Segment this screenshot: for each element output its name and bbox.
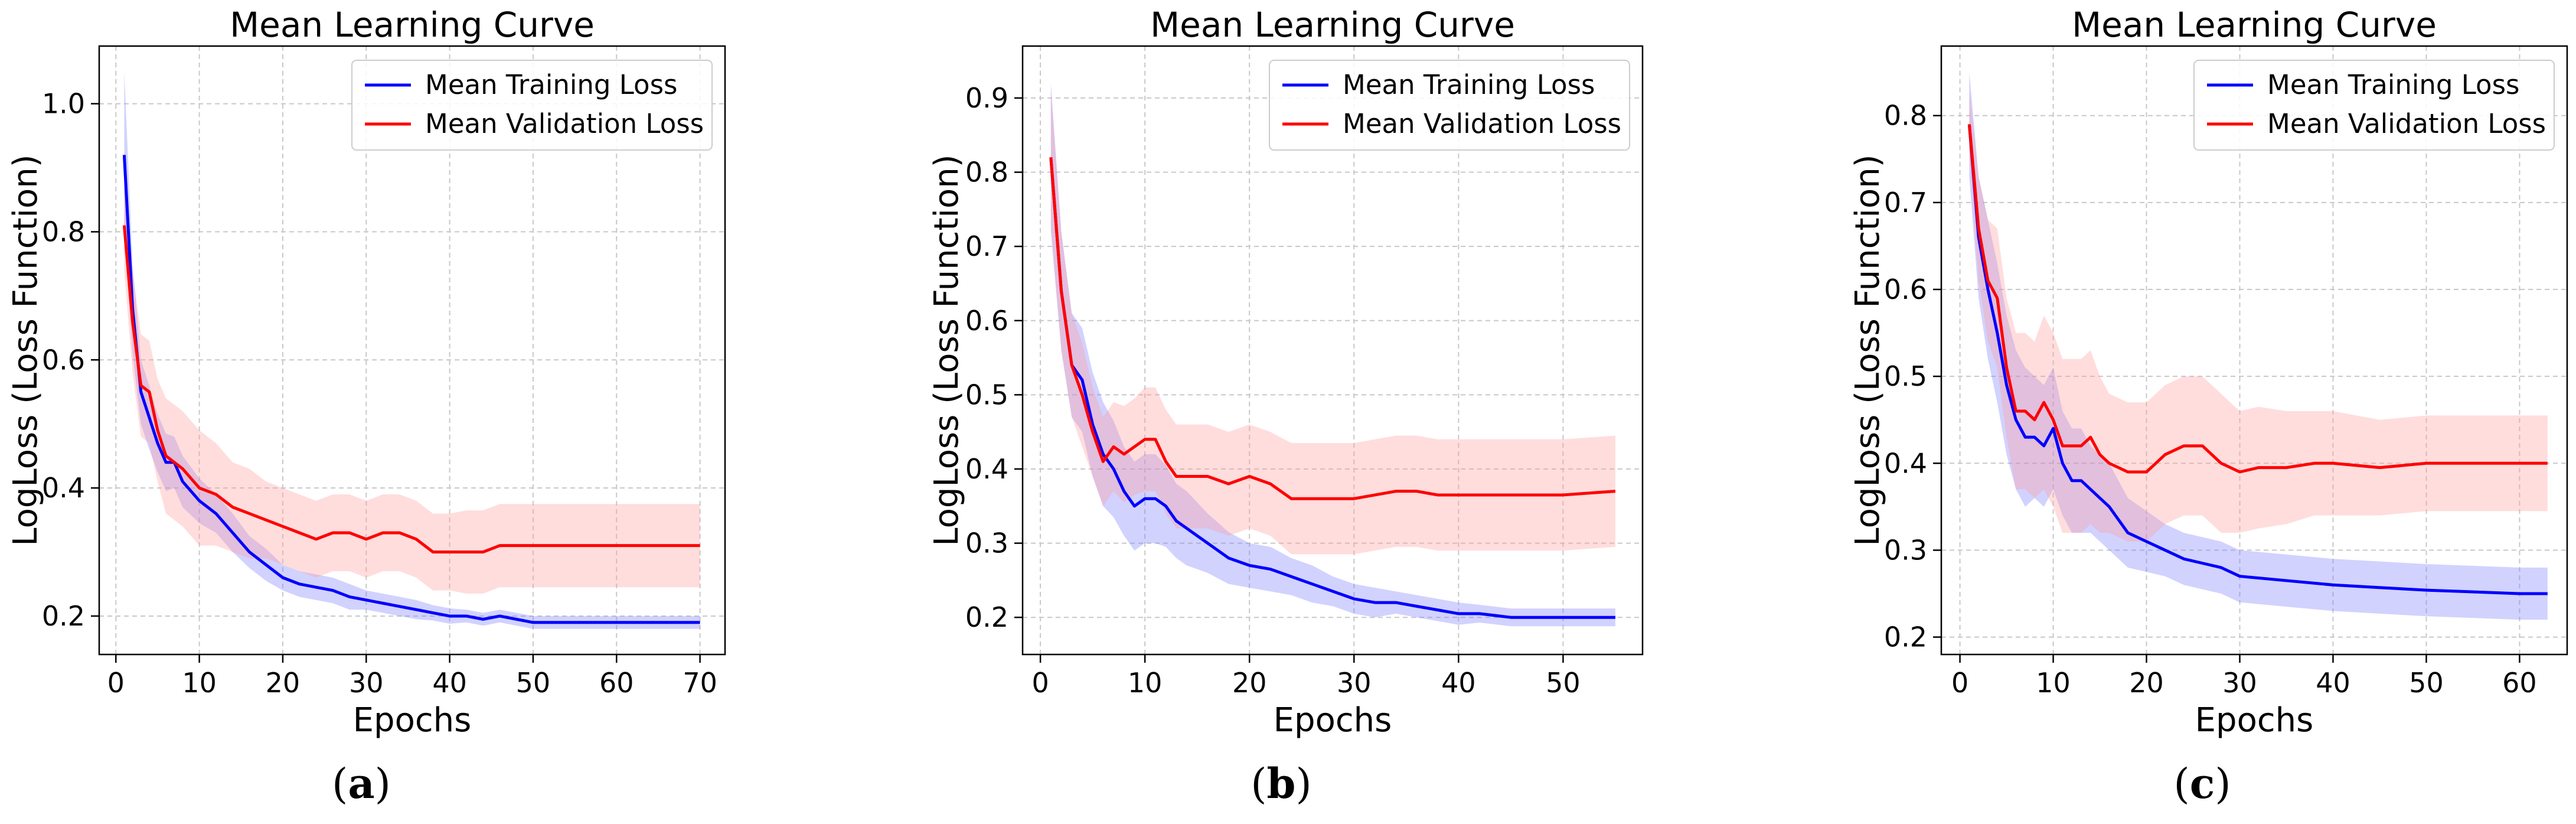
y-tick-label: 0.2 <box>965 601 1008 633</box>
x-tick-label: 20 <box>266 667 301 699</box>
x-tick-label: 20 <box>2129 667 2164 699</box>
plot-frame <box>98 45 726 656</box>
y-tick-label: 0.7 <box>1884 187 1927 219</box>
legend-label-validation: Mean Validation Loss <box>2267 108 2546 139</box>
validation-loss-line <box>1049 157 1616 500</box>
y-tick-label: 0.3 <box>965 527 1008 559</box>
x-tick-label: 10 <box>1128 667 1163 699</box>
y-tick-label: 0.4 <box>1884 447 1927 479</box>
legend-box <box>351 60 713 151</box>
y-tick-label: 0.2 <box>42 600 85 632</box>
chart-title: Mean Learning Curve <box>230 5 595 45</box>
legend-label-training: Mean Training Loss <box>2267 69 2519 100</box>
y-axis-label: LogLoss (Loss Function) <box>6 154 45 546</box>
training-loss-line <box>1967 124 2548 595</box>
plot-area <box>122 71 700 629</box>
validation-loss-band <box>124 180 700 594</box>
legend: Mean Training Loss Mean Validation Loss <box>1269 60 1630 151</box>
y-tick-label: 0.2 <box>1884 621 1927 653</box>
legend-label-training: Mean Training Loss <box>425 69 677 100</box>
panel-label-c-text: c <box>2189 759 2215 808</box>
validation-loss-line <box>122 225 700 554</box>
panel-label-b: (b) <box>1251 759 1312 808</box>
x-tick-label: 60 <box>2502 667 2537 699</box>
y-tick-label: 0.9 <box>965 82 1008 114</box>
x-tick-label: 70 <box>683 667 717 699</box>
x-tick-label: 40 <box>1441 667 1476 699</box>
y-tick-label: 0.6 <box>1884 273 1927 305</box>
x-tick-label: 20 <box>1232 667 1267 699</box>
x-axis-label: Epochs <box>1274 701 1392 740</box>
y-tick-label: 0.4 <box>965 453 1008 485</box>
y-tick-label: 0.4 <box>42 472 85 504</box>
x-tick-label: 10 <box>2036 667 2071 699</box>
panel-label-c: (c) <box>2173 759 2231 808</box>
legend-box <box>2193 60 2555 151</box>
plot-frame <box>1021 45 1644 656</box>
x-tick-label: 10 <box>182 667 217 699</box>
x-tick-label: 40 <box>432 667 467 699</box>
x-tick-label: 50 <box>1546 667 1581 699</box>
chart-a-svg: 0 10 20 30 40 50 60 70 0.2 0.4 0.6 0.8 1.0 Mean Learn… <box>6 5 726 740</box>
y-tick-label: 0.6 <box>42 344 85 376</box>
y-tick-label: 0.5 <box>1884 360 1927 392</box>
panel-label-a-text: a <box>348 759 375 808</box>
y-tick-label: 0.7 <box>965 230 1008 262</box>
plot-area <box>1967 72 2548 620</box>
x-tick-label: 30 <box>2222 667 2257 699</box>
y-tick-label: 0.3 <box>1884 534 1927 566</box>
y-tick-label: 1.0 <box>42 88 85 120</box>
legend: Mean Training Loss Mean Validation Loss <box>2193 60 2555 151</box>
chart-c-svg: 0 10 20 30 40 50 60 0.2 0.3 0.4 0.5 0.6 0.7 0.8 Mean L… <box>1849 5 2568 740</box>
y-tick-label: 0.8 <box>965 157 1008 188</box>
training-loss-line <box>122 155 700 624</box>
legend: Mean Training Loss Mean Validation Loss <box>351 60 713 151</box>
x-axis-label: Epochs <box>353 701 472 740</box>
chart-panel-b: 0 10 20 30 40 50 0.2 0.3 0.4 0.5 0.6 0.7 0.8 0.9 Mean … <box>921 0 1689 824</box>
panel-label-a: (a) <box>332 759 391 808</box>
y-axis-label: LogLoss (Loss Function) <box>1849 154 1887 546</box>
chart-b-svg: 0 10 20 30 40 50 0.2 0.3 0.4 0.5 0.6 0.7 0.8 0.9 Mean … <box>928 5 1644 740</box>
training-loss-band <box>1969 72 2548 620</box>
chart-panel-a: 0 10 20 30 40 50 60 70 0.2 0.4 0.6 0.8 1.0 Mean Learn… <box>0 0 768 824</box>
x-axis-label: Epochs <box>2195 701 2314 740</box>
y-tick-label: 0.8 <box>42 216 85 247</box>
validation-loss-line <box>1967 124 2548 474</box>
legend-box <box>1269 60 1630 151</box>
x-tick-label: 50 <box>2409 667 2444 699</box>
x-tick-label: 0 <box>1031 667 1049 699</box>
y-tick-label: 0.6 <box>965 305 1008 337</box>
y-axis-label: LogLoss (Loss Function) <box>928 154 966 546</box>
panel-label-b-text: b <box>1266 759 1296 808</box>
x-tick-label: 30 <box>349 667 384 699</box>
legend-label-training: Mean Training Loss <box>1343 69 1595 100</box>
chart-panel-c: 0 10 20 30 40 50 60 0.2 0.3 0.4 0.5 0.6 0.7 0.8 Mean L… <box>1842 0 2576 824</box>
x-tick-label: 0 <box>1951 667 1968 699</box>
x-tick-label: 60 <box>599 667 634 699</box>
chart-title: Mean Learning Curve <box>1150 5 1515 45</box>
x-tick-label: 40 <box>2316 667 2350 699</box>
legend-label-validation: Mean Validation Loss <box>1343 108 1621 139</box>
y-tick-label: 0.5 <box>965 379 1008 411</box>
x-tick-label: 30 <box>1337 667 1372 699</box>
validation-loss-band <box>1050 90 1615 555</box>
x-tick-label: 0 <box>107 667 125 699</box>
chart-title: Mean Learning Curve <box>2072 5 2437 45</box>
y-tick-label: 0.8 <box>1884 100 1927 132</box>
legend-label-validation: Mean Validation Loss <box>425 108 704 139</box>
x-tick-label: 50 <box>516 667 551 699</box>
plot-frame <box>1940 45 2568 656</box>
plot-area <box>1049 83 1616 627</box>
validation-loss-band <box>1969 89 2548 542</box>
